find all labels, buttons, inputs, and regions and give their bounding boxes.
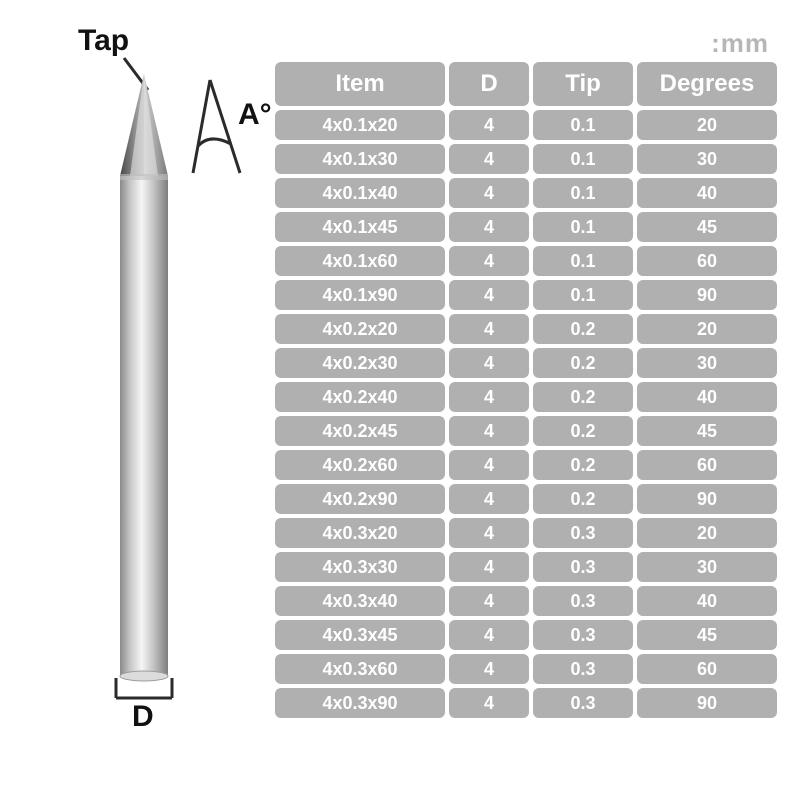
table-cell: 40 xyxy=(637,586,777,616)
table-cell: 60 xyxy=(637,450,777,480)
table-cell: 0.2 xyxy=(533,314,633,344)
canvas: Tap A° D xyxy=(0,0,800,800)
col-header-degrees: Degrees xyxy=(637,62,777,106)
table-cell: 0.1 xyxy=(533,280,633,310)
table-cell: 0.2 xyxy=(533,484,633,514)
table-cell: 4 xyxy=(449,314,529,344)
table-cell: 4 xyxy=(449,586,529,616)
table-cell: 4 xyxy=(449,110,529,140)
table-cell: 0.1 xyxy=(533,212,633,242)
table-cell: 4 xyxy=(449,246,529,276)
table-cell: 30 xyxy=(637,348,777,378)
table-cell: 4x0.3x20 xyxy=(275,518,445,548)
table-cell: 4x0.3x30 xyxy=(275,552,445,582)
table-cell: 4x0.3x40 xyxy=(275,586,445,616)
table-cell: 20 xyxy=(637,518,777,548)
table-cell: 4x0.2x45 xyxy=(275,416,445,446)
unit-label: :mm xyxy=(711,28,769,59)
table-cell: 4 xyxy=(449,518,529,548)
tool-svg xyxy=(48,18,278,738)
table-cell: 0.1 xyxy=(533,178,633,208)
table-cell: 4x0.1x30 xyxy=(275,144,445,174)
table-cell: 4 xyxy=(449,552,529,582)
table-cell: 4x0.1x60 xyxy=(275,246,445,276)
table-cell: 40 xyxy=(637,382,777,412)
table-cell: 4x0.2x30 xyxy=(275,348,445,378)
table-cell: 4x0.3x60 xyxy=(275,654,445,684)
table-cell: 0.1 xyxy=(533,110,633,140)
table-cell: 90 xyxy=(637,280,777,310)
table-cell: 4 xyxy=(449,348,529,378)
table-cell: 4x0.1x90 xyxy=(275,280,445,310)
table-cell: 4x0.1x40 xyxy=(275,178,445,208)
table-cell: 4 xyxy=(449,654,529,684)
col-header-d: D xyxy=(449,62,529,106)
table-cell: 4x0.1x20 xyxy=(275,110,445,140)
table-cell: 0.3 xyxy=(533,518,633,548)
table-cell: 0.1 xyxy=(533,246,633,276)
table-cell: 90 xyxy=(637,688,777,718)
shaft-band xyxy=(120,174,168,180)
table-cell: 45 xyxy=(637,212,777,242)
table-cell: 4 xyxy=(449,144,529,174)
table-cell: 0.2 xyxy=(533,416,633,446)
col-header-item: Item xyxy=(275,62,445,106)
table-cell: 0.1 xyxy=(533,144,633,174)
col-header-tip: Tip xyxy=(533,62,633,106)
tool-diagram: Tap A° D xyxy=(48,18,258,718)
table-cell: 4x0.2x40 xyxy=(275,382,445,412)
shaft-end xyxy=(120,671,168,681)
table-cell: 4 xyxy=(449,620,529,650)
table-cell: 4x0.1x45 xyxy=(275,212,445,242)
table-cell: 0.3 xyxy=(533,654,633,684)
table-cell: 45 xyxy=(637,416,777,446)
table-cell: 60 xyxy=(637,654,777,684)
table-cell: 4 xyxy=(449,280,529,310)
tool-shaft xyxy=(120,176,168,676)
table-grid: Item D Tip Degrees 4x0.1x2040.1204x0.1x3… xyxy=(275,62,775,718)
table-cell: 4 xyxy=(449,382,529,412)
table-cell: 4x0.2x20 xyxy=(275,314,445,344)
table-cell: 4x0.3x45 xyxy=(275,620,445,650)
table-cell: 4 xyxy=(449,450,529,480)
table-cell: 45 xyxy=(637,620,777,650)
table-cell: 30 xyxy=(637,144,777,174)
table-cell: 4 xyxy=(449,484,529,514)
table-cell: 30 xyxy=(637,552,777,582)
table-cell: 4x0.2x90 xyxy=(275,484,445,514)
table-cell: 90 xyxy=(637,484,777,514)
table-cell: 0.2 xyxy=(533,382,633,412)
table-cell: 60 xyxy=(637,246,777,276)
table-cell: 40 xyxy=(637,178,777,208)
table-cell: 0.3 xyxy=(533,688,633,718)
table-cell: 0.3 xyxy=(533,586,633,616)
tool-tip xyxy=(120,74,168,176)
table-cell: 0.2 xyxy=(533,348,633,378)
table-cell: 4 xyxy=(449,212,529,242)
table-cell: 0.3 xyxy=(533,552,633,582)
table-cell: 20 xyxy=(637,314,777,344)
table-cell: 0.2 xyxy=(533,450,633,480)
table-cell: 20 xyxy=(637,110,777,140)
table-cell: 4 xyxy=(449,416,529,446)
table-cell: 4 xyxy=(449,178,529,208)
table-cell: 4x0.3x90 xyxy=(275,688,445,718)
table-cell: 0.3 xyxy=(533,620,633,650)
table-cell: 4 xyxy=(449,688,529,718)
table-cell: 4x0.2x60 xyxy=(275,450,445,480)
spec-table: :mm Item D Tip Degrees 4x0.1x2040.1204x0… xyxy=(275,62,775,718)
angle-marker xyxy=(193,80,240,173)
